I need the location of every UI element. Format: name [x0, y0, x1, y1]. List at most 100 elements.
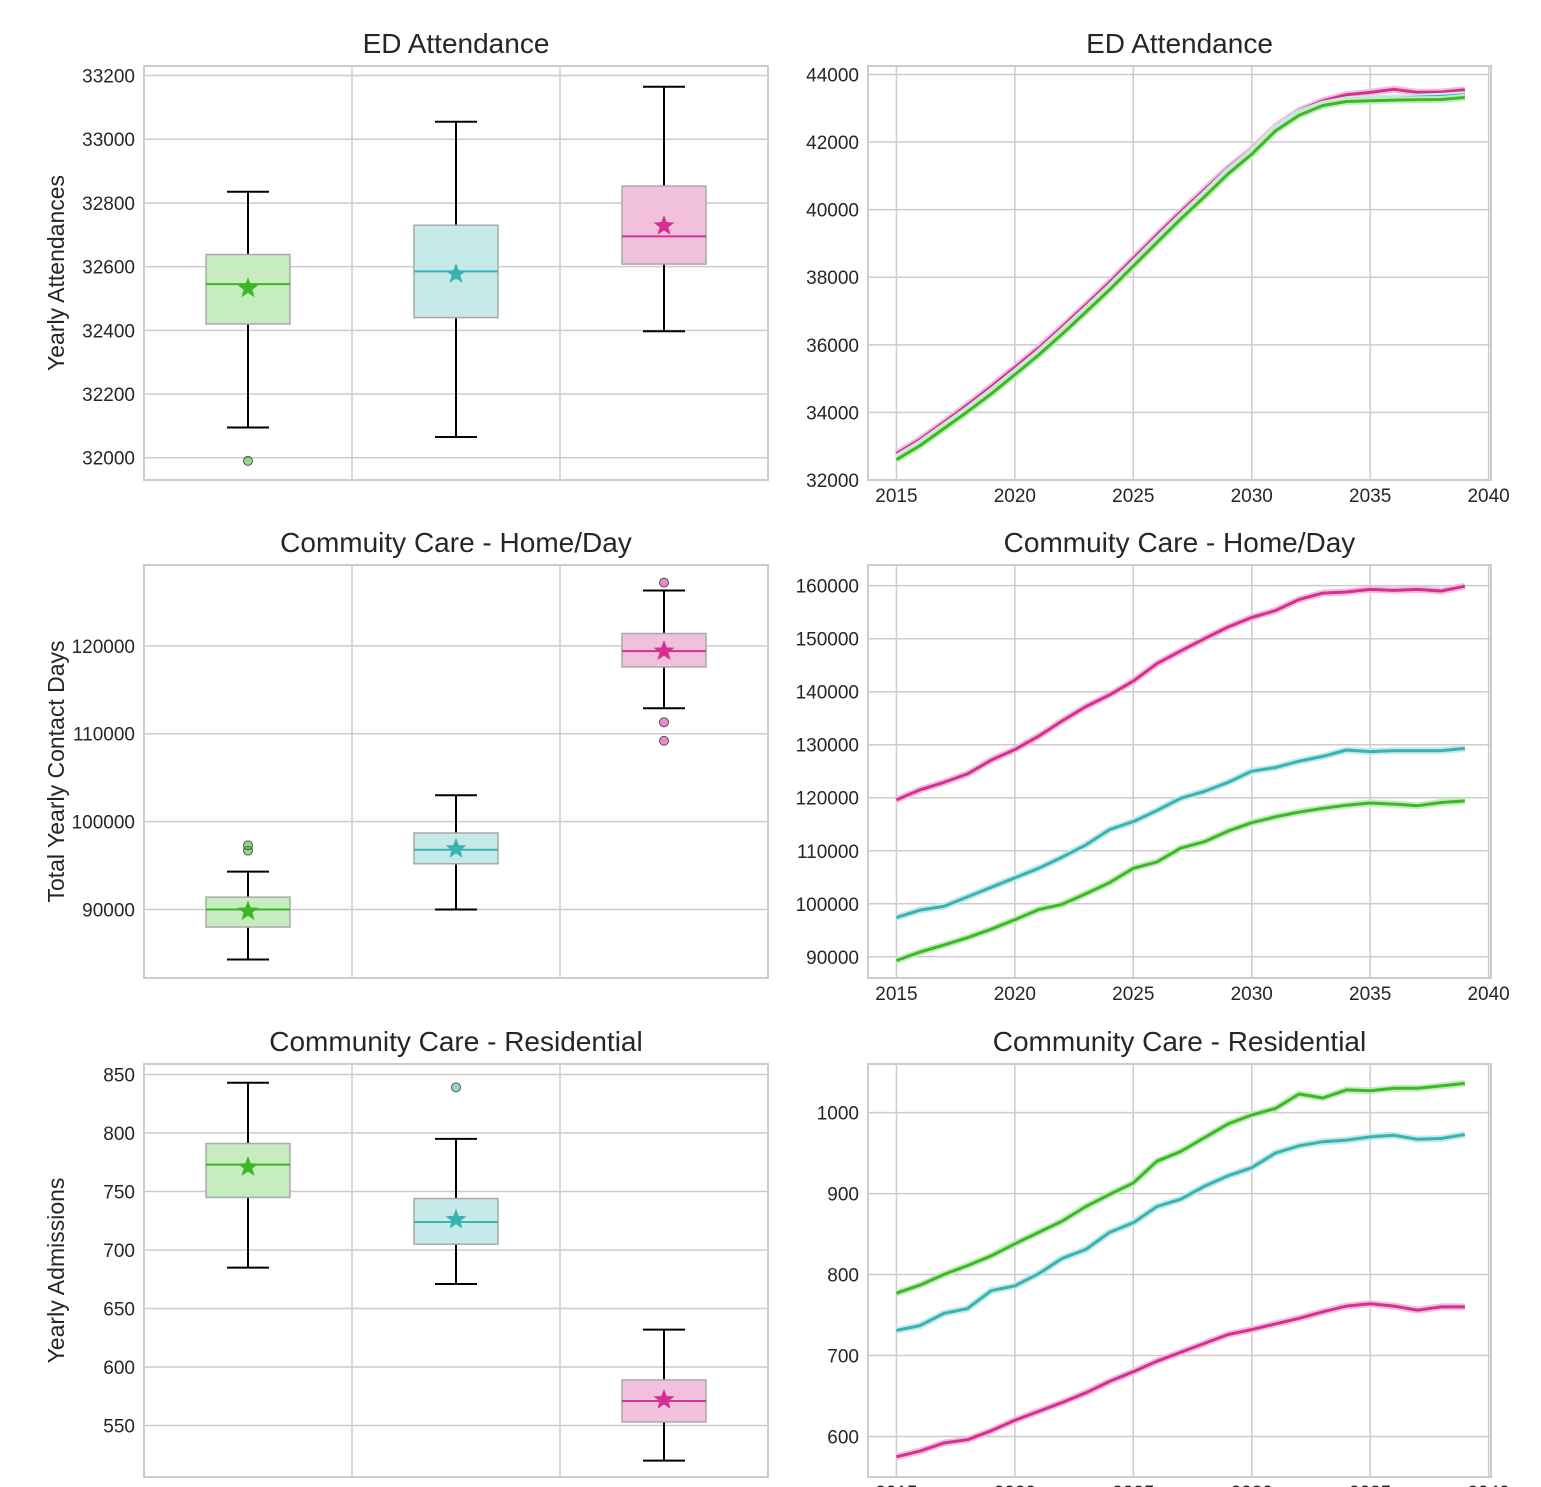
chart-title: Commuity Care - Home/Day: [280, 527, 632, 558]
outlier-point: [243, 455, 253, 466]
box-3: [621, 577, 707, 746]
mean-marker: [237, 900, 259, 921]
y-tick-label: 34000: [806, 403, 859, 424]
y-tick-label: 550: [103, 1417, 135, 1438]
box-2: [413, 794, 499, 911]
mean-marker: [237, 1156, 259, 1176]
y-tick-label: 600: [103, 1358, 135, 1379]
y-tick-label: 32000: [806, 471, 859, 492]
x-tick-label: 2040: [1467, 1483, 1509, 1487]
chart-panel-4: 90000 100000 110000 120000 130000 140000 15000…: [796, 527, 1510, 1005]
chart-panel-2: 32000 34000 36000 38000 40000 42000 44000 ED At…: [806, 28, 1510, 507]
series-line-green: [895, 1081, 1466, 1295]
y-axis-label: Total Yearly Contact Days: [43, 640, 69, 902]
chart-title: Commuity Care - Home/Day: [1004, 527, 1356, 558]
box-1: [205, 190, 291, 466]
x-tick-label: 2030: [1231, 984, 1273, 1005]
y-tick-label: 100000: [796, 895, 859, 916]
box-3: [621, 85, 707, 333]
mean-marker: [653, 1388, 675, 1409]
y-tick-label: 700: [827, 1347, 859, 1368]
box-2: [413, 120, 499, 439]
x-tick-label: 2025: [1112, 984, 1154, 1005]
y-tick-label: 150000: [796, 630, 859, 651]
x-tick-label: 2020: [994, 984, 1036, 1005]
x-tick-label: 2040: [1467, 486, 1509, 507]
chart-title: Community Care - Residential: [269, 1026, 642, 1057]
y-tick-label: 90000: [806, 948, 859, 969]
chart-title: ED Attendance: [1086, 28, 1273, 59]
y-tick-label: 700: [103, 1241, 135, 1262]
y-tick-label: 32600: [82, 258, 135, 279]
mean-marker: [653, 640, 675, 660]
y-tick-label: 800: [827, 1266, 859, 1287]
box-2: [413, 1082, 499, 1285]
x-tick-label: 2025: [1112, 1483, 1154, 1487]
mean-marker: [445, 263, 467, 283]
mean-marker: [653, 214, 675, 235]
series-line-green: [895, 799, 1466, 962]
y-axis-label: Yearly Admissions: [43, 1178, 69, 1364]
x-tick-label: 2015: [875, 486, 917, 507]
y-tick-label: 130000: [796, 736, 859, 757]
y-tick-label: 600: [827, 1428, 859, 1449]
y-tick-label: 36000: [806, 336, 859, 357]
y-tick-label: 40000: [806, 201, 859, 222]
box-3: [621, 1328, 707, 1462]
outlier-point: [451, 1082, 461, 1093]
y-tick-label: 110000: [797, 842, 859, 863]
x-tick-label: 2035: [1349, 984, 1391, 1005]
y-tick-label: 33200: [82, 67, 135, 88]
chart-panel-6: 600 700 800 900 1000 Community Care - Residen…: [817, 1026, 1510, 1487]
chart-title: Community Care - Residential: [993, 1026, 1366, 1057]
chart-panel-5: 550 600 650 700 750 800 850 Community Care - Re…: [43, 1026, 769, 1478]
x-tick-label: 2020: [994, 1483, 1036, 1487]
series-line-magenta: [896, 1302, 1465, 1459]
y-tick-label: 33000: [82, 130, 135, 151]
y-tick-label: 32000: [82, 449, 135, 470]
plot-area: [867, 564, 1492, 979]
y-tick-label: 140000: [796, 683, 859, 704]
x-tick-label: 2030: [1231, 1483, 1273, 1487]
y-tick-label: 44000: [806, 65, 859, 86]
x-tick-label: 2035: [1349, 1483, 1391, 1487]
y-tick-label: 800: [103, 1124, 135, 1145]
series-line-magenta: [895, 584, 1466, 802]
y-tick-label: 38000: [806, 268, 859, 289]
y-tick-label: 32800: [82, 194, 135, 215]
y-tick-label: 32400: [82, 321, 135, 342]
chart-panel-1: 32000 32200 32400 32600 32800 33000 33200 ED At…: [43, 28, 769, 481]
mean-marker: [445, 1208, 467, 1229]
mean-marker: [445, 837, 467, 858]
y-tick-label: 100000: [72, 813, 135, 834]
series-line-green: [895, 95, 1466, 461]
chart-title: ED Attendance: [363, 28, 550, 59]
y-axis-label: Yearly Attendances: [43, 175, 69, 371]
outlier-point: [659, 717, 669, 728]
y-tick-label: 750: [103, 1183, 135, 1204]
x-tick-label: 2015: [875, 1483, 917, 1487]
x-tick-label: 2040: [1467, 984, 1509, 1005]
outlier-point: [659, 577, 669, 588]
y-tick-label: 120000: [72, 637, 135, 658]
x-tick-label: 2020: [994, 486, 1036, 507]
y-tick-label: 900: [827, 1185, 859, 1206]
series-line-cyan: [896, 1133, 1466, 1332]
y-tick-label: 1000: [817, 1104, 859, 1125]
x-tick-label: 2030: [1231, 486, 1273, 507]
x-tick-label: 2025: [1112, 486, 1154, 507]
x-tick-label: 2015: [875, 984, 917, 1005]
chart-panel-3: 90000 100000 110000 120000 Commuity Care - H…: [43, 527, 769, 979]
y-tick-label: 120000: [796, 789, 859, 810]
y-tick-label: 160000: [796, 577, 859, 598]
y-tick-label: 850: [103, 1066, 135, 1087]
outlier-point: [243, 840, 253, 851]
y-tick-label: 650: [103, 1300, 135, 1321]
y-tick-label: 110000: [73, 725, 135, 746]
y-tick-label: 42000: [806, 133, 859, 154]
box-1: [205, 1081, 291, 1269]
outlier-point: [659, 735, 669, 746]
x-tick-label: 2035: [1349, 486, 1391, 507]
y-tick-label: 90000: [82, 900, 135, 921]
